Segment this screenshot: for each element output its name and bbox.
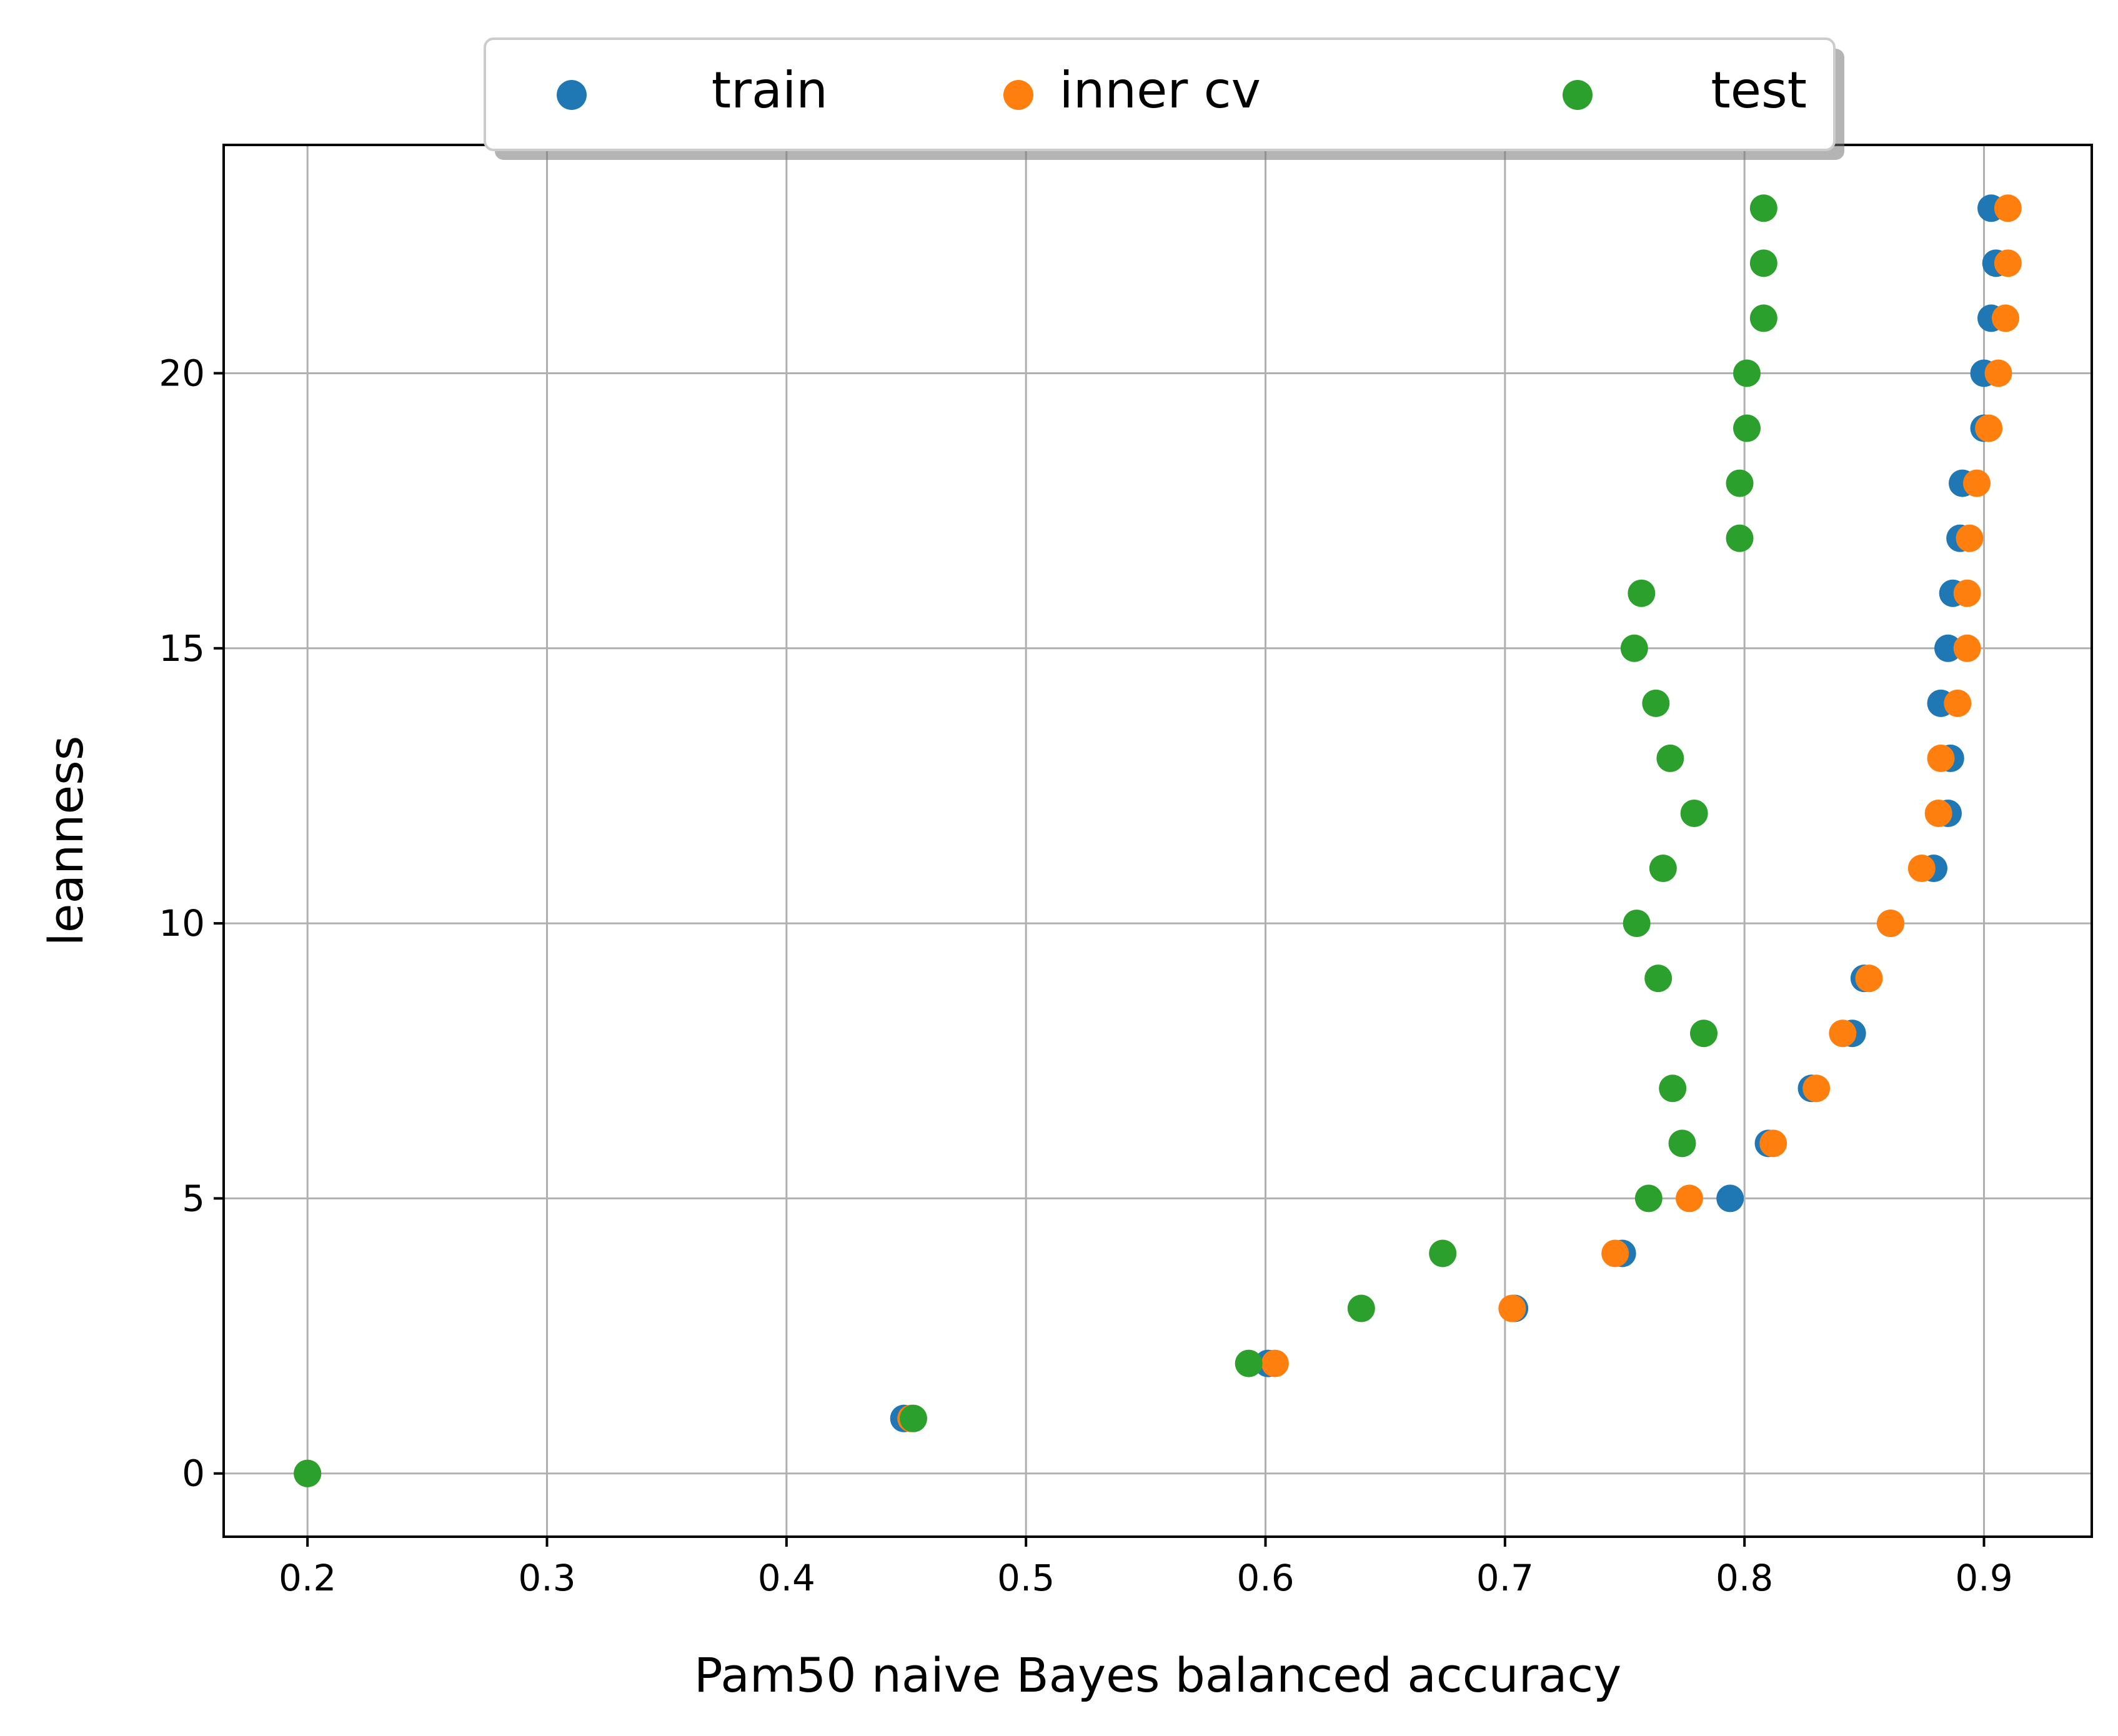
data-point-test xyxy=(1429,1239,1457,1267)
data-point-test xyxy=(1680,799,1708,827)
data-point-test xyxy=(1656,744,1684,772)
x-tick-label: 0.6 xyxy=(1236,1557,1294,1599)
data-point-test xyxy=(1628,579,1656,607)
data-point-test xyxy=(1659,1074,1687,1103)
data-point-inner-cv xyxy=(1924,799,1952,827)
legend-label: train xyxy=(712,61,828,119)
y-tick-label: 0 xyxy=(182,1452,205,1495)
axis-ticks: 0.2 0.3 0.4 0.5 0.6 0.7 0.8 0.9 0 5 10 15 20 xyxy=(159,352,2012,1599)
data-point-inner-cv xyxy=(1927,744,1955,772)
x-tick-label: 0.5 xyxy=(997,1557,1055,1599)
y-tick-label: 20 xyxy=(159,352,205,394)
data-point-test xyxy=(1726,469,1754,497)
data-point-inner-cv xyxy=(1759,1129,1787,1158)
data-point-test xyxy=(1749,194,1777,222)
data-point-test xyxy=(1235,1349,1263,1377)
data-point-test xyxy=(1726,524,1754,552)
data-point-inner-cv xyxy=(1855,965,1883,993)
x-axis-label: Pam50 naive Bayes balanced accuracy xyxy=(694,1647,1621,1703)
data-point-test xyxy=(1733,359,1761,387)
data-point-test xyxy=(294,1459,322,1487)
legend-marker-train xyxy=(557,80,587,110)
data-point-inner-cv xyxy=(1992,304,2019,332)
y-tick-label: 15 xyxy=(159,627,205,670)
x-tick-label: 0.8 xyxy=(1716,1557,1773,1599)
legend-marker-test xyxy=(1563,80,1593,110)
data-point-test xyxy=(1634,1184,1663,1213)
legend: train inner cv test xyxy=(484,37,1844,160)
data-point-test xyxy=(1620,634,1648,662)
data-point-inner-cv xyxy=(1994,249,2022,277)
data-point-train xyxy=(1716,1184,1744,1213)
data-point-inner-cv xyxy=(1907,855,1936,883)
data-point-test xyxy=(1733,414,1761,442)
y-axis-label: leanness xyxy=(38,736,94,946)
data-points xyxy=(294,194,2022,1487)
data-point-inner-cv xyxy=(1984,359,2012,387)
data-point-inner-cv xyxy=(1956,524,1984,552)
x-tick-label: 0.2 xyxy=(279,1557,336,1599)
data-point-inner-cv xyxy=(1975,414,2003,442)
data-point-inner-cv xyxy=(1944,689,1972,717)
data-point-inner-cv xyxy=(1953,634,1981,662)
data-point-test xyxy=(1649,855,1677,883)
data-point-test xyxy=(1749,304,1777,332)
x-tick-label: 0.4 xyxy=(758,1557,815,1599)
data-point-inner-cv xyxy=(1994,194,2022,222)
data-point-test xyxy=(1690,1019,1718,1048)
data-point-inner-cv xyxy=(1601,1239,1629,1267)
data-point-inner-cv xyxy=(1498,1294,1526,1322)
data-point-test xyxy=(900,1404,927,1432)
data-point-test xyxy=(1644,965,1673,993)
data-point-test xyxy=(1347,1294,1375,1322)
data-point-inner-cv xyxy=(1953,579,1981,607)
data-point-inner-cv xyxy=(1877,910,1904,938)
data-point-inner-cv xyxy=(1802,1074,1831,1103)
x-tick-label: 0.3 xyxy=(518,1557,575,1599)
data-point-test xyxy=(1749,249,1777,277)
x-tick-label: 0.9 xyxy=(1955,1557,2012,1599)
data-point-train xyxy=(1934,634,1962,662)
data-point-inner-cv xyxy=(1963,469,1991,497)
legend-label: test xyxy=(1711,61,1807,119)
data-point-test xyxy=(1623,910,1651,938)
y-tick-label: 10 xyxy=(159,902,205,945)
legend-label: inner cv xyxy=(1060,61,1261,119)
x-tick-label: 0.7 xyxy=(1476,1557,1534,1599)
data-point-test xyxy=(1668,1129,1696,1158)
data-point-inner-cv xyxy=(1261,1349,1289,1377)
y-tick-label: 5 xyxy=(182,1177,205,1219)
data-point-inner-cv xyxy=(1829,1019,1857,1048)
data-point-inner-cv xyxy=(1676,1184,1703,1213)
legend-marker-inner-cv xyxy=(1003,80,1033,110)
data-point-test xyxy=(1642,689,1670,717)
